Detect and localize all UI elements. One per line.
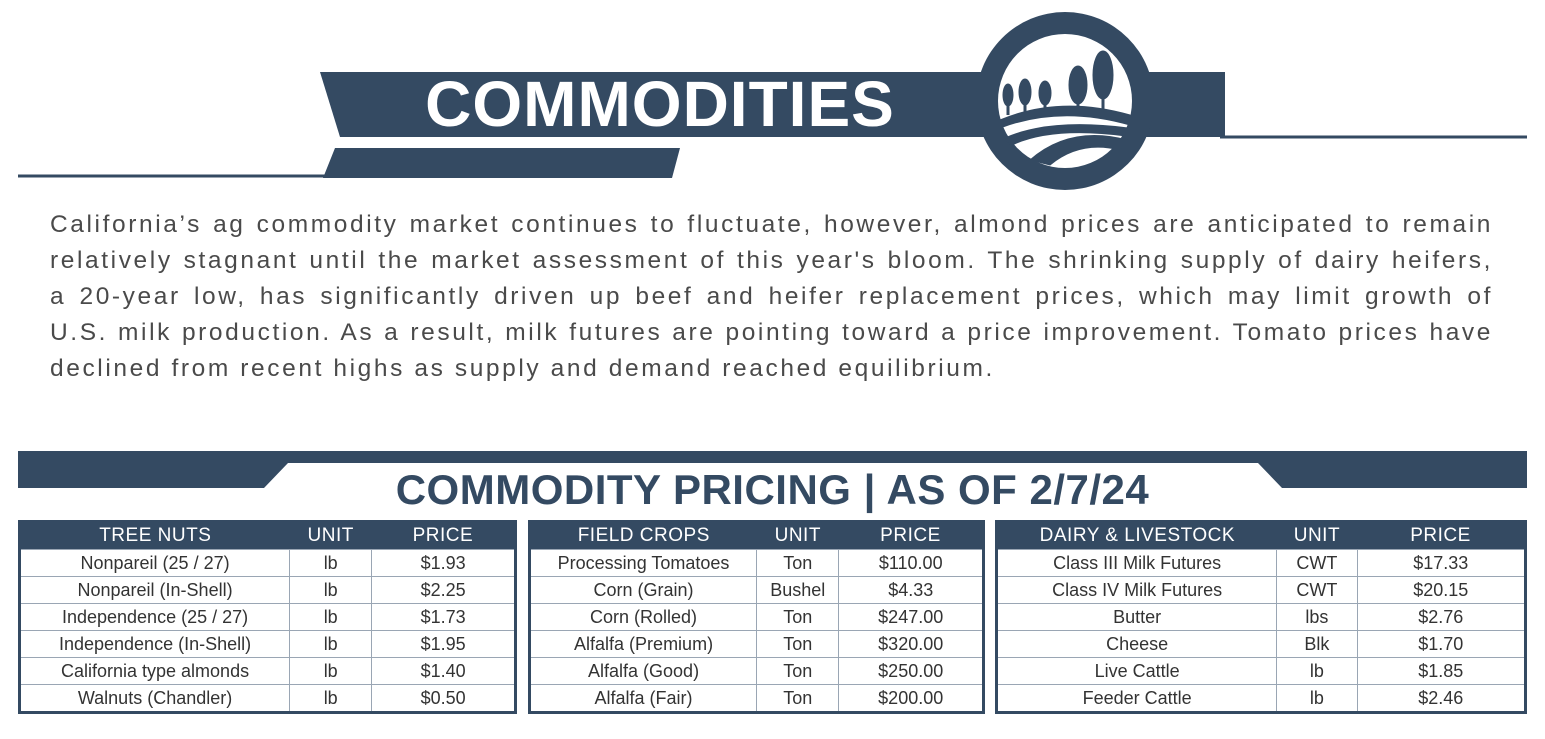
row: Independence (25 / 27) lb $1.73: [18, 603, 516, 631]
cell: lbs: [1276, 603, 1358, 631]
cell: Alfalfa (Fair): [528, 684, 758, 713]
column-header: TREE NUTS: [19, 521, 290, 550]
column-header: FIELD CROPS: [529, 521, 757, 550]
cell: $1.85: [1356, 657, 1527, 685]
cell: Nonpareil (25 / 27): [18, 549, 291, 577]
cell: $110.00: [838, 549, 984, 577]
column-header: PRICE: [838, 521, 984, 550]
header-row: TREE NUTS UNIT PRICE: [19, 521, 516, 550]
cell: $1.95: [371, 630, 516, 658]
cell: $1.40: [371, 657, 516, 685]
row: Live Cattle lb $1.85: [995, 657, 1527, 685]
cell: lb: [1276, 684, 1358, 713]
cell: $2.25: [371, 576, 516, 604]
cell: $4.33: [838, 576, 984, 604]
row: Alfalfa (Fair) Ton $200.00: [528, 684, 984, 713]
cell: Ton: [756, 630, 840, 658]
cell: Class III Milk Futures: [995, 549, 1278, 577]
row: Corn (Grain) Bushel $4.33: [528, 576, 984, 604]
row: California type almonds lb $1.40: [18, 657, 516, 685]
cell: Corn (Grain): [528, 576, 758, 604]
row: Butter lbs $2.76: [995, 603, 1527, 631]
cell: Walnuts (Chandler): [18, 684, 291, 713]
cell: $17.33: [1356, 549, 1527, 577]
cell: Ton: [756, 684, 840, 713]
row: Feeder Cattle lb $2.46: [995, 684, 1527, 713]
cell: CWT: [1276, 549, 1358, 577]
cell: Butter: [995, 603, 1278, 631]
cell: Bushel: [756, 576, 840, 604]
column-header: UNIT: [756, 521, 839, 550]
pricing-title: COMMODITY PRICING | AS OF 2/7/24: [395, 466, 1150, 513]
cell: Live Cattle: [995, 657, 1278, 685]
column-header: DAIRY & LIVESTOCK: [996, 521, 1277, 550]
cell: lb: [1276, 657, 1358, 685]
cell: Independence (In-Shell): [18, 630, 291, 658]
row: Class III Milk Futures CWT $17.33: [995, 549, 1527, 577]
cell: $247.00: [838, 603, 984, 631]
row: Alfalfa (Premium) Ton $320.00: [528, 630, 984, 658]
row: Independence (In-Shell) lb $1.95: [18, 630, 516, 658]
price-table: DAIRY & LIVESTOCK UNIT PRICE Class III Milk…: [995, 520, 1527, 714]
row: Corn (Rolled) Ton $247.00: [528, 603, 984, 631]
cell: Blk: [1276, 630, 1358, 658]
column-header: UNIT: [1276, 521, 1358, 550]
cell: Class IV Milk Futures: [995, 576, 1278, 604]
cell: lb: [289, 576, 373, 604]
cell: Feeder Cattle: [995, 684, 1278, 713]
row: Alfalfa (Good) Ton $250.00: [528, 657, 984, 685]
row: Walnuts (Chandler) lb $0.50: [18, 684, 516, 713]
cell: lb: [289, 684, 373, 713]
cell: lb: [289, 657, 373, 685]
row: Processing Tomatoes Ton $110.00: [528, 549, 984, 577]
cell: $2.76: [1356, 603, 1527, 631]
cell: Ton: [756, 603, 840, 631]
cell: Ton: [756, 549, 840, 577]
column-header: PRICE: [1357, 521, 1526, 550]
intro-paragraph: California’s ag commodity market continu…: [50, 211, 1493, 382]
header-row: DAIRY & LIVESTOCK UNIT PRICE: [996, 521, 1526, 550]
cell: Cheese: [995, 630, 1278, 658]
column-header: PRICE: [371, 521, 516, 550]
column-header: UNIT: [289, 521, 372, 550]
cell: $200.00: [838, 684, 984, 713]
row: Class IV Milk Futures CWT $20.15: [995, 576, 1527, 604]
cell: Processing Tomatoes: [528, 549, 758, 577]
row: Nonpareil (In-Shell) lb $2.25: [18, 576, 516, 604]
price-table: TREE NUTS UNIT PRICE Nonpareil (25 / 27) lb $…: [18, 520, 517, 714]
cell: $0.50: [371, 684, 516, 713]
row: Cheese Blk $1.70: [995, 630, 1527, 658]
cell: $2.46: [1356, 684, 1527, 713]
cell: Alfalfa (Premium): [528, 630, 758, 658]
cell: Independence (25 / 27): [18, 603, 291, 631]
cell: California type almonds: [18, 657, 291, 685]
price-table: FIELD CROPS UNIT PRICE Processing Tomatoes T…: [528, 520, 985, 714]
cell: lb: [289, 603, 373, 631]
cell: Alfalfa (Good): [528, 657, 758, 685]
cell: Ton: [756, 657, 840, 685]
cell: $1.73: [371, 603, 516, 631]
cell: $20.15: [1356, 576, 1527, 604]
cell: Corn (Rolled): [528, 603, 758, 631]
cell: lb: [289, 549, 373, 577]
title: COMMODITIES: [425, 68, 895, 140]
cell: $320.00: [838, 630, 984, 658]
cell: CWT: [1276, 576, 1358, 604]
cell: $1.93: [371, 549, 516, 577]
header-row: FIELD CROPS UNIT PRICE: [529, 521, 984, 550]
cell: Nonpareil (In-Shell): [18, 576, 291, 604]
row: Nonpareil (25 / 27) lb $1.93: [18, 549, 516, 577]
cell: $1.70: [1356, 630, 1527, 658]
cell: lb: [289, 630, 373, 658]
cell: $250.00: [838, 657, 984, 685]
